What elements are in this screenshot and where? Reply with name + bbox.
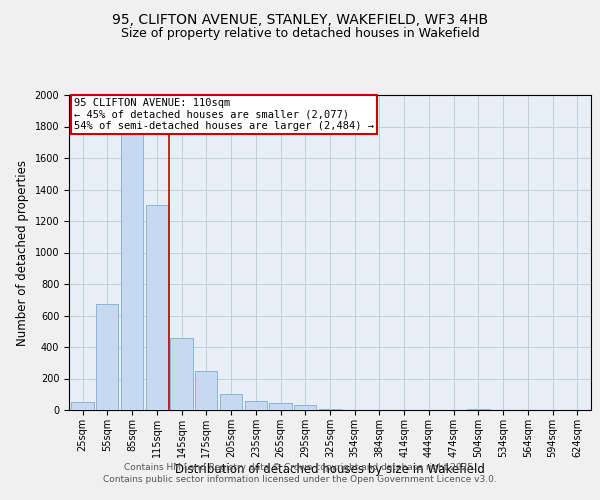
Text: Size of property relative to detached houses in Wakefield: Size of property relative to detached ho…	[121, 28, 479, 40]
Bar	[467, 409, 490, 410]
Text: Contains HM Land Registry data © Crown copyright and database right 2025.: Contains HM Land Registry data © Crown c…	[124, 464, 476, 472]
Text: 95 CLIFTON AVENUE: 110sqm
← 45% of detached houses are smaller (2,077)
54% of se: 95 CLIFTON AVENUE: 110sqm ← 45% of detac…	[74, 98, 374, 132]
Y-axis label: Number of detached properties: Number of detached properties	[16, 160, 29, 346]
Bar	[71, 402, 94, 410]
Bar	[195, 370, 217, 410]
Bar	[146, 205, 168, 410]
X-axis label: Distribution of detached houses by size in Wakefield: Distribution of detached houses by size …	[175, 462, 485, 475]
Bar	[319, 409, 341, 410]
Text: Contains public sector information licensed under the Open Government Licence v3: Contains public sector information licen…	[103, 474, 497, 484]
Bar	[269, 403, 292, 410]
Bar	[121, 116, 143, 410]
Bar	[220, 394, 242, 410]
Bar	[96, 304, 118, 410]
Bar	[170, 338, 193, 410]
Bar	[294, 406, 316, 410]
Bar	[245, 400, 267, 410]
Text: 95, CLIFTON AVENUE, STANLEY, WAKEFIELD, WF3 4HB: 95, CLIFTON AVENUE, STANLEY, WAKEFIELD, …	[112, 12, 488, 26]
